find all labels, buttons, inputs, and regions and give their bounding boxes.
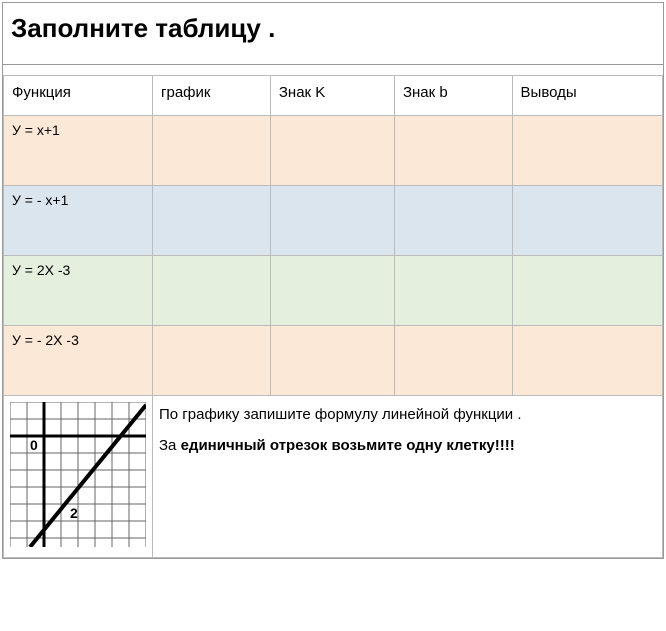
x-intercept-label: 2	[70, 505, 78, 521]
cell-function: У = - x+1	[4, 186, 153, 256]
instruction-cell: По графику запишите формулу линейной фун…	[153, 396, 663, 558]
bottom-row: 0 2 По графику запишите формулу линейной…	[4, 396, 663, 558]
page-title: Заполните таблицу .	[3, 3, 663, 65]
table-header-row: Функция график Знак K Знак b Выводы	[4, 76, 663, 116]
function-table: Функция график Знак K Знак b Выводы У = …	[3, 75, 663, 558]
worksheet-container: Заполните таблицу . Функция график Знак …	[2, 2, 664, 559]
table-row: У = - 2X -3	[4, 326, 663, 396]
cell-function: У = 2X -3	[4, 256, 153, 326]
cell-empty	[512, 256, 662, 326]
cell-empty	[270, 256, 394, 326]
col-header-graph: график	[153, 76, 271, 116]
graph-cell: 0 2	[4, 396, 153, 558]
cell-empty	[153, 186, 271, 256]
col-header-sign-k: Знак K	[270, 76, 394, 116]
instruction-bold: единичный отрезок возьмите одну клетку!!…	[181, 437, 515, 454]
cell-empty	[394, 256, 512, 326]
col-header-sign-b: Знак b	[394, 76, 512, 116]
cell-empty	[512, 186, 662, 256]
cell-empty	[153, 256, 271, 326]
cell-empty	[394, 186, 512, 256]
table-row: У = - x+1	[4, 186, 663, 256]
cell-empty	[394, 326, 512, 396]
cell-empty	[153, 326, 271, 396]
col-header-function: Функция	[4, 76, 153, 116]
cell-empty	[394, 116, 512, 186]
instruction-line-2: За единичный отрезок возьмите одну клетк…	[159, 437, 656, 454]
cell-function: У = - 2X -3	[4, 326, 153, 396]
cell-empty	[270, 326, 394, 396]
table-row: У = 2X -3	[4, 256, 663, 326]
cell-empty	[512, 326, 662, 396]
linear-graph-icon: 0 2	[10, 402, 146, 547]
spacer	[3, 65, 663, 75]
cell-empty	[153, 116, 271, 186]
cell-function: У = x+1	[4, 116, 153, 186]
instruction-prefix: За	[159, 437, 181, 454]
table-row: У = x+1	[4, 116, 663, 186]
cell-empty	[512, 116, 662, 186]
cell-empty	[270, 186, 394, 256]
instruction-line-1: По графику запишите формулу линейной фун…	[159, 406, 656, 423]
cell-empty	[270, 116, 394, 186]
col-header-conclusions: Выводы	[512, 76, 662, 116]
origin-label: 0	[30, 437, 38, 453]
